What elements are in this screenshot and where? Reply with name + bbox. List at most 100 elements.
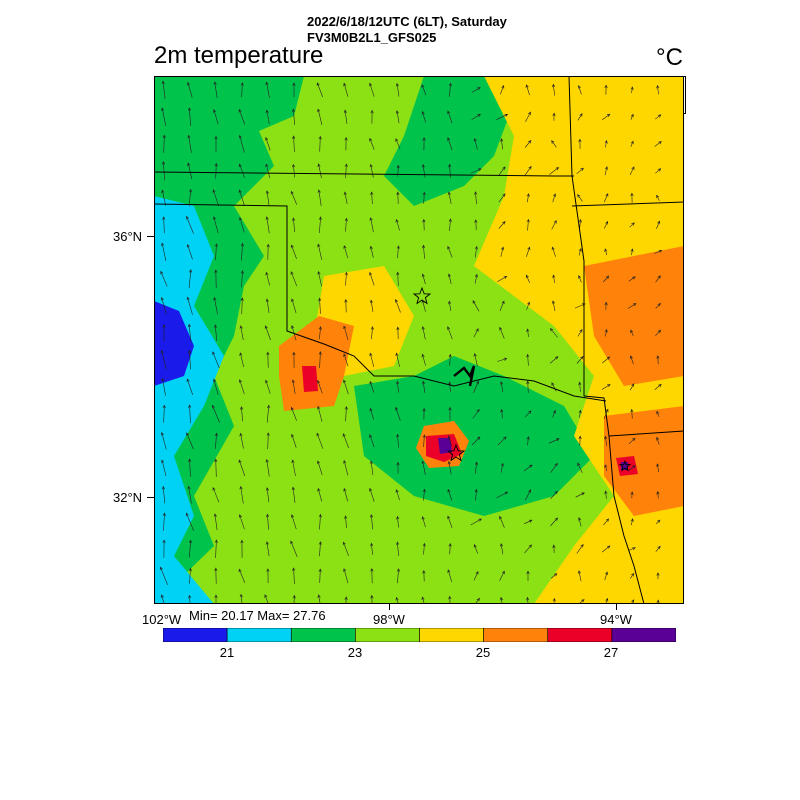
wind-arrow xyxy=(523,519,533,525)
wind-arrow xyxy=(344,136,348,151)
wind-arrow xyxy=(472,300,480,312)
wind-arrow xyxy=(473,137,478,150)
wind-arrow xyxy=(628,547,636,551)
colorbar-label-25: 25 xyxy=(475,645,491,660)
wind-arrow xyxy=(396,380,400,393)
wind-arrow xyxy=(161,107,167,126)
wind-arrow xyxy=(266,513,270,530)
wind-arrow xyxy=(629,383,635,391)
boundary-tx-la xyxy=(583,395,645,604)
wind-arrow xyxy=(604,84,608,95)
wind-arrow xyxy=(187,485,192,504)
wind-arrow xyxy=(214,243,218,261)
wind-arrow xyxy=(291,379,296,395)
colorbar-swatch xyxy=(483,628,549,642)
wind-arrow xyxy=(447,488,453,501)
wind-arrow xyxy=(604,220,608,229)
wind-arrow xyxy=(448,218,452,232)
field-region-22-west xyxy=(154,196,224,604)
wind-arrow xyxy=(629,355,634,365)
wind-arrow xyxy=(266,351,270,368)
wind-arrow xyxy=(422,407,426,420)
wind-arrow xyxy=(473,380,479,393)
wind-arrow xyxy=(656,490,660,499)
wind-arrow xyxy=(160,431,167,450)
map-frame xyxy=(154,76,684,604)
wind-arrow xyxy=(578,435,582,446)
wind-arrow xyxy=(214,539,218,559)
wind-arrow xyxy=(471,114,481,120)
wind-arrow xyxy=(526,193,530,203)
wind-arrow xyxy=(604,328,608,337)
wind-arrow xyxy=(604,139,608,148)
wind-arrow xyxy=(655,302,661,309)
wind-arrow xyxy=(576,544,584,554)
wind-arrow xyxy=(470,168,482,174)
wind-arrow xyxy=(447,245,453,258)
wind-arrow xyxy=(342,541,349,556)
wind-arrow xyxy=(343,568,349,584)
wind-arrow xyxy=(292,163,296,178)
lon-label-102w: 102°W xyxy=(142,612,182,627)
wind-arrow xyxy=(551,300,556,312)
wind-arrow xyxy=(369,380,375,393)
wind-arrow xyxy=(343,82,349,97)
wind-arrow xyxy=(290,244,297,260)
wind-arrow xyxy=(266,432,270,450)
colorbar-swatch xyxy=(547,628,613,642)
wind-arrow xyxy=(551,219,557,230)
wind-arrow xyxy=(578,274,582,283)
wind-arrow xyxy=(500,408,504,419)
wind-arrow xyxy=(186,243,193,260)
wind-arrow xyxy=(316,82,323,98)
wind-arrow xyxy=(162,512,166,531)
wind-arrow xyxy=(317,108,323,125)
field-region-23-north xyxy=(384,76,509,206)
wind-arrow xyxy=(214,135,218,152)
wind-arrow xyxy=(343,459,349,476)
wind-arrow xyxy=(656,194,660,201)
wind-arrow xyxy=(601,384,611,390)
wind-arrow xyxy=(214,162,218,179)
wind-arrow xyxy=(318,216,322,234)
wind-arrow xyxy=(318,297,322,314)
wind-arrow xyxy=(604,464,608,472)
wind-arrow xyxy=(421,84,427,96)
colorbar-swatch xyxy=(163,628,228,642)
wind-arrow xyxy=(396,271,400,286)
city-markers xyxy=(412,286,632,472)
wind-arrow xyxy=(214,269,218,289)
wind-arrow xyxy=(344,515,348,529)
city-star-shreveport xyxy=(618,459,632,472)
wind-arrow xyxy=(627,303,637,309)
wind-arrow xyxy=(447,460,452,475)
wind-arrow xyxy=(369,407,374,420)
wind-arrow xyxy=(292,108,296,125)
wind-arrow xyxy=(343,245,349,259)
wind-arrow xyxy=(526,218,530,231)
wind-arrow xyxy=(630,86,634,94)
wind-arrow xyxy=(187,323,192,342)
wind-arrow xyxy=(630,113,634,120)
wind-arrow xyxy=(578,138,582,149)
wind-arrow xyxy=(187,81,193,98)
wind-arrow xyxy=(578,409,582,418)
wind-arrow xyxy=(422,570,426,582)
wind-arrow xyxy=(161,80,166,99)
wind-arrow xyxy=(396,461,400,474)
wind-arrow xyxy=(266,404,271,423)
wind-arrow xyxy=(395,406,401,421)
wind-arrow xyxy=(552,409,556,418)
wind-arrow xyxy=(421,273,426,285)
wind-arrow xyxy=(524,139,532,148)
wind-arrow xyxy=(578,247,582,256)
wind-arrow xyxy=(317,405,323,422)
wind-arrow xyxy=(162,404,166,423)
wind-arrow xyxy=(470,518,482,526)
wind-arrow xyxy=(212,487,220,503)
wind-arrow xyxy=(655,275,661,283)
wind-arrow xyxy=(318,568,322,583)
wind-arrow xyxy=(602,113,611,121)
wind-arrow xyxy=(472,408,480,419)
wind-arrow xyxy=(395,218,400,231)
